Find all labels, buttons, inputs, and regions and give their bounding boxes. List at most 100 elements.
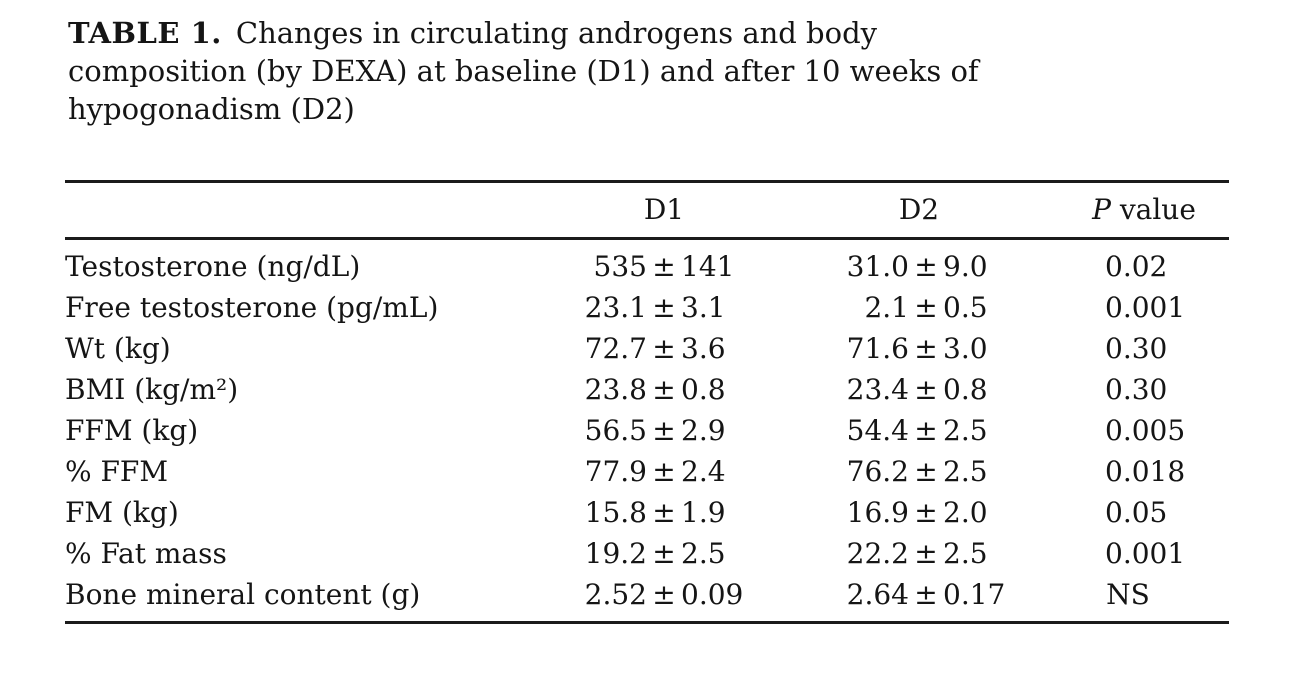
- d2-mean: 54.4: [846, 414, 909, 447]
- d1-value: 77.9 ±2.4: [495, 451, 777, 492]
- d2-value: 16.9 ±2.0: [777, 492, 1027, 533]
- table-row: % FFM 77.9 ±2.4 76.2 ±2.5 0.018: [65, 451, 1229, 492]
- plus-minus-icon: ±: [914, 332, 938, 365]
- row-label: Wt (kg): [65, 332, 171, 365]
- d2-sd: 2.5: [943, 455, 988, 488]
- d1-sd: 2.9: [681, 414, 726, 447]
- p-value: 0.018: [1105, 455, 1186, 488]
- d2-sd: 0.17: [943, 578, 1006, 611]
- d1-sd: 141: [681, 250, 735, 283]
- d2-sd: 9.0: [943, 250, 988, 283]
- d2-sd: 0.5: [943, 291, 988, 324]
- d2-mean: 2.64: [846, 578, 909, 611]
- header-empty: [65, 183, 495, 237]
- p-value: 0.001: [1105, 537, 1186, 570]
- d2-value: 31.0 ±9.0: [777, 246, 1027, 287]
- d2-sd: 2.5: [943, 537, 988, 570]
- d2-sd: 2.0: [943, 496, 988, 529]
- p-value: 0.001: [1105, 291, 1186, 324]
- plus-minus-icon: ±: [914, 578, 938, 611]
- plus-minus-icon: ±: [914, 291, 938, 324]
- d1-mean: 535: [593, 250, 647, 283]
- d1-sd: 0.09: [681, 578, 744, 611]
- plus-minus-icon: ±: [652, 496, 676, 529]
- d2-mean: 22.2: [846, 537, 909, 570]
- d2-mean: 2.1: [864, 291, 909, 324]
- header-p-value: P value: [1043, 183, 1245, 237]
- p-value: 0.05: [1105, 496, 1168, 529]
- d1-mean: 77.9: [584, 455, 647, 488]
- d1-value: 19.2 ±2.5: [495, 533, 777, 574]
- d1-mean: 15.8: [584, 496, 647, 529]
- row-label: Free testosterone (pg/mL): [65, 291, 439, 324]
- table-row: BMI (kg/m²) 23.8 ±0.8 23.4 ±0.8 0.30: [65, 369, 1229, 410]
- d1-value: 23.8 ±0.8: [495, 369, 777, 410]
- table-row: % Fat mass 19.2 ±2.5 22.2 ±2.5 0.001: [65, 533, 1229, 574]
- table-row: Free testosterone (pg/mL) 23.1 ±3.1 2.1 ±0…: [65, 287, 1229, 328]
- d2-value: 2.1 ±0.5: [777, 287, 1027, 328]
- row-label: FM (kg): [65, 496, 179, 529]
- d1-sd: 2.4: [681, 455, 726, 488]
- plus-minus-icon: ±: [914, 250, 938, 283]
- header-d2: D2: [898, 193, 940, 226]
- plus-minus-icon: ±: [652, 537, 676, 570]
- plus-minus-icon: ±: [652, 578, 676, 611]
- table-row: Testosterone (ng/dL) 535 ±141 31.0 ±9.0 0.…: [65, 246, 1229, 287]
- d1-value: 535 ±141: [495, 246, 777, 287]
- d2-value: 54.4 ±2.5: [777, 410, 1027, 451]
- caption-line-2: composition (by DEXA) at baseline (D1) a…: [68, 54, 979, 88]
- d2-mean: 76.2: [846, 455, 909, 488]
- table-bottom-rule: [65, 621, 1229, 624]
- plus-minus-icon: ±: [914, 537, 938, 570]
- plus-minus-icon: ±: [652, 455, 676, 488]
- d1-value: 2.52 ±0.09: [495, 574, 777, 615]
- d2-sd: 3.0: [943, 332, 988, 365]
- d2-value: 76.2 ±2.5: [777, 451, 1027, 492]
- d2-value: 22.2 ±2.5: [777, 533, 1027, 574]
- p-value: NS: [1106, 578, 1150, 611]
- row-label: FFM (kg): [65, 414, 199, 447]
- table-1: D1 D2 P value Testosterone (ng/dL) 535 ±1…: [65, 180, 1229, 624]
- d1-mean: 2.52: [584, 578, 647, 611]
- d1-value: 72.7 ±3.6: [495, 328, 777, 369]
- plus-minus-icon: ±: [914, 373, 938, 406]
- caption-table-number: TABLE 1.: [68, 16, 222, 50]
- plus-minus-icon: ±: [914, 496, 938, 529]
- caption-line-1: TABLE 1. Changes in circulating androgens…: [68, 14, 979, 52]
- table-row: FFM (kg) 56.5 ±2.9 54.4 ±2.5 0.005: [65, 410, 1229, 451]
- d2-sd: 2.5: [943, 414, 988, 447]
- table-header-rule: [65, 237, 1229, 240]
- plus-minus-icon: ±: [652, 250, 676, 283]
- d1-value: 23.1 ±3.1: [495, 287, 777, 328]
- plus-minus-icon: ±: [652, 332, 676, 365]
- d1-mean: 23.8: [584, 373, 647, 406]
- table-row: Bone mineral content (g) 2.52 ±0.09 2.64 ±…: [65, 574, 1229, 615]
- d2-mean: 23.4: [846, 373, 909, 406]
- d1-mean: 19.2: [584, 537, 647, 570]
- row-label: % FFM: [65, 455, 169, 488]
- plus-minus-icon: ±: [652, 373, 676, 406]
- table-top-rule: [65, 180, 1229, 183]
- table-header-row: D1 D2 P value: [65, 183, 1229, 237]
- d1-value: 56.5 ±2.9: [495, 410, 777, 451]
- d1-sd: 1.9: [681, 496, 726, 529]
- d1-mean: 23.1: [584, 291, 647, 324]
- d1-sd: 0.8: [681, 373, 726, 406]
- table-body: Testosterone (ng/dL) 535 ±141 31.0 ±9.0 0.…: [65, 240, 1229, 621]
- header-p-italic: P: [1092, 193, 1111, 226]
- d2-mean: 31.0: [846, 250, 909, 283]
- header-p-rest: value: [1110, 193, 1196, 226]
- plus-minus-icon: ±: [652, 414, 676, 447]
- d2-sd: 0.8: [943, 373, 988, 406]
- p-value: 0.30: [1105, 373, 1168, 406]
- table-caption: TABLE 1. Changes in circulating androgens…: [68, 14, 979, 128]
- row-label: BMI (kg/m²): [65, 373, 239, 406]
- plus-minus-icon: ±: [914, 455, 938, 488]
- d1-sd: 3.1: [681, 291, 726, 324]
- p-value: 0.02: [1105, 250, 1168, 283]
- d2-value: 2.64 ±0.17: [777, 574, 1027, 615]
- table-row: FM (kg) 15.8 ±1.9 16.9 ±2.0 0.05: [65, 492, 1229, 533]
- d2-mean: 16.9: [846, 496, 909, 529]
- d1-sd: 2.5: [681, 537, 726, 570]
